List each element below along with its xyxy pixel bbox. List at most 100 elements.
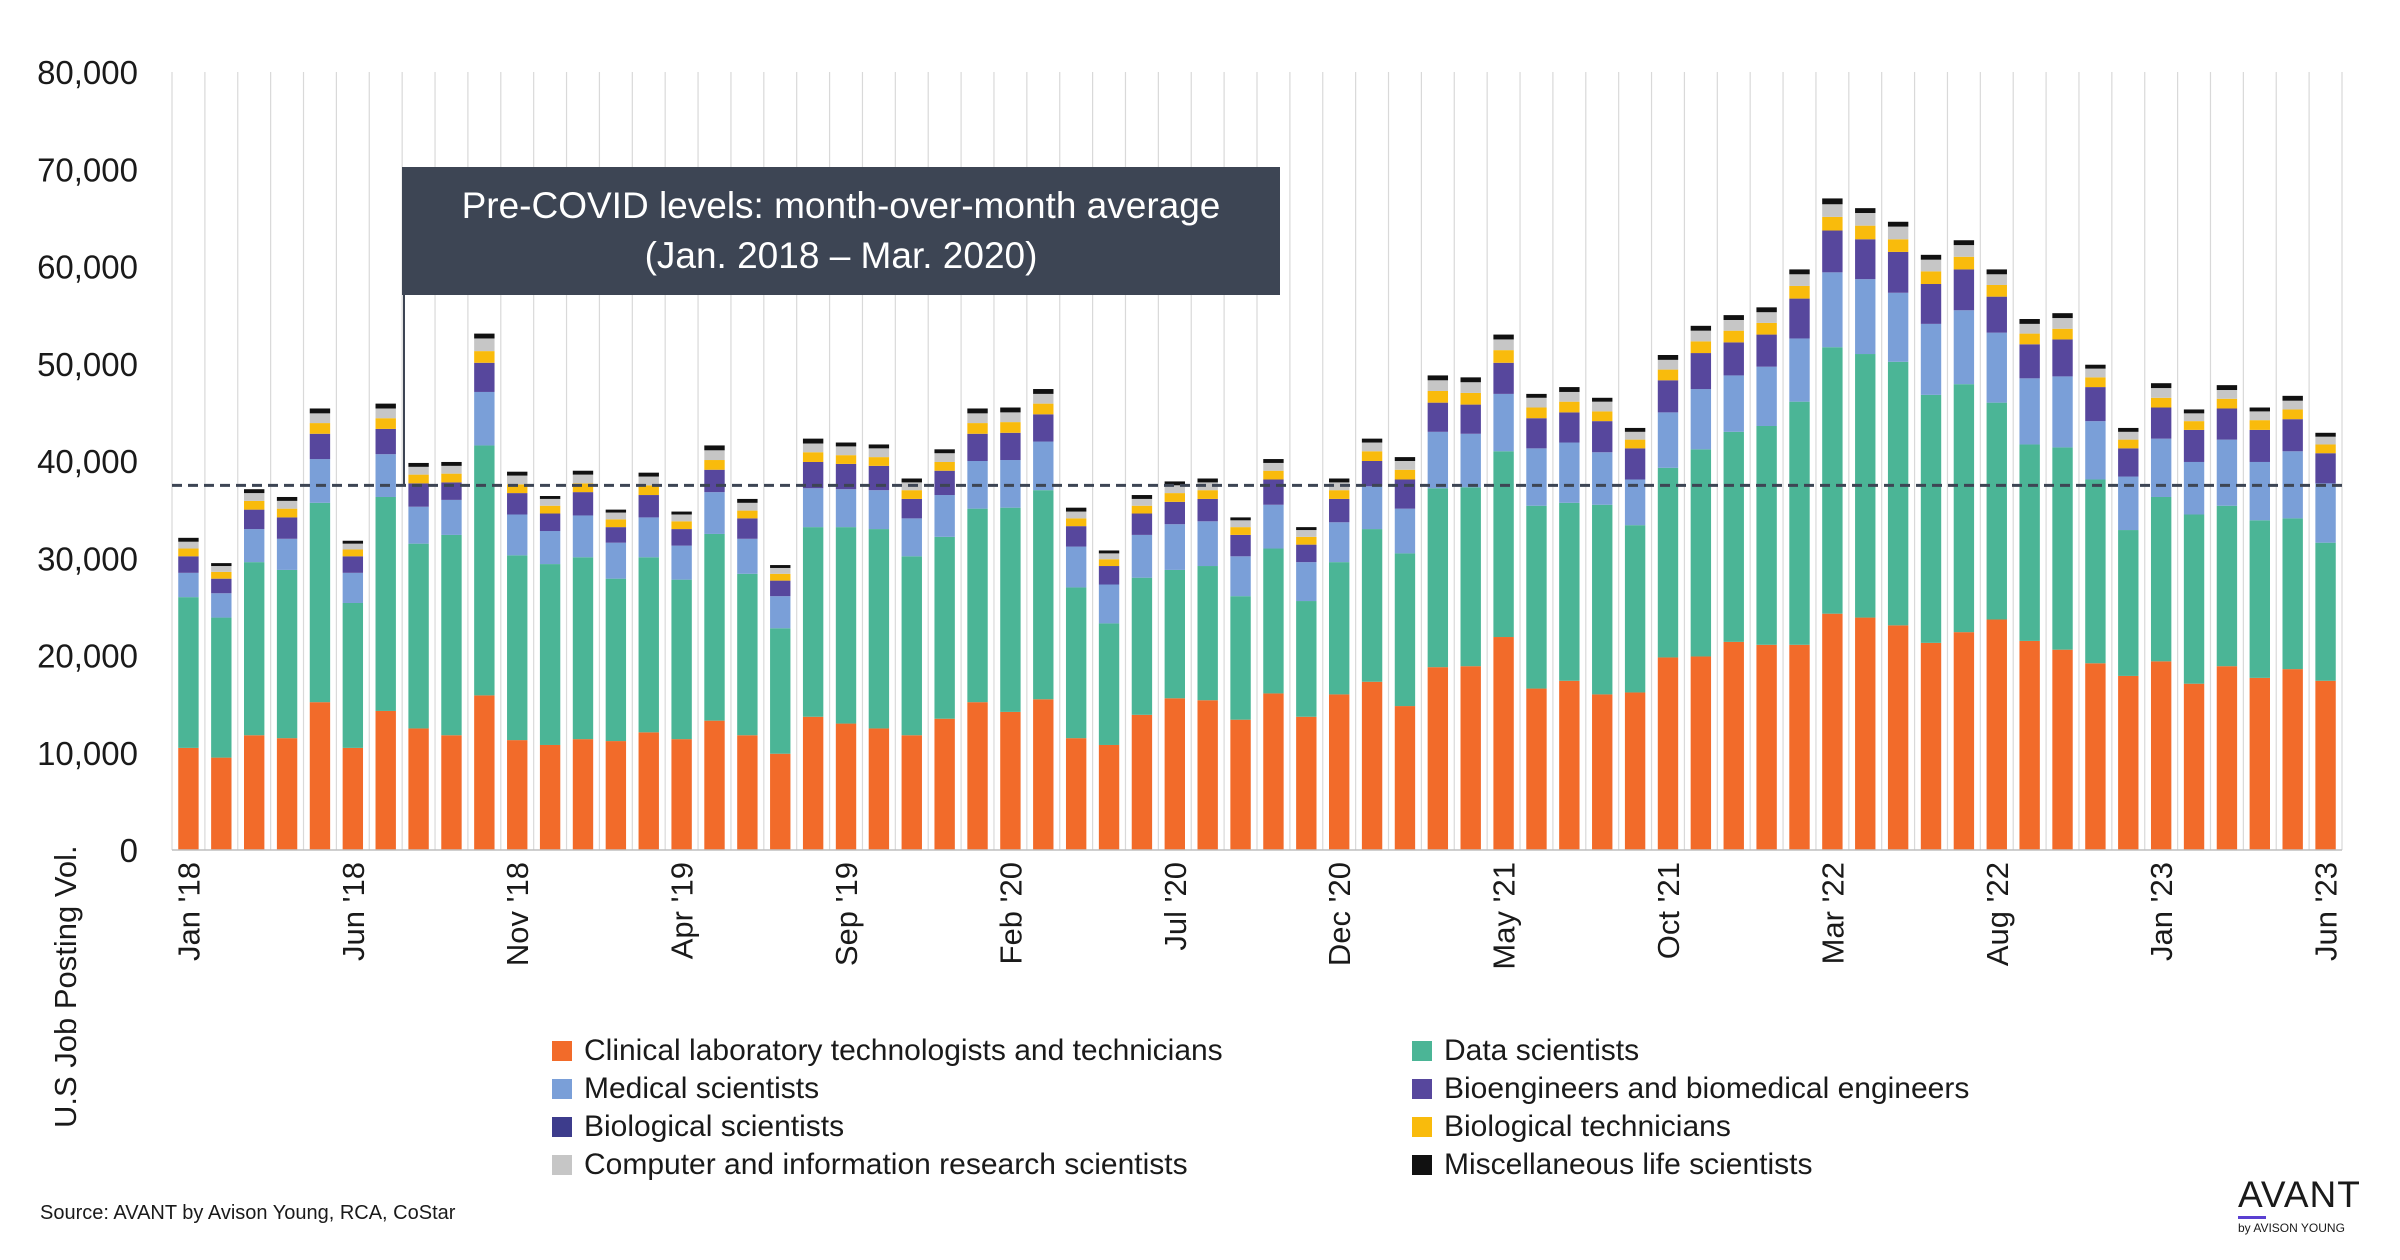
bar-stack bbox=[342, 540, 364, 850]
bar-segment bbox=[244, 489, 265, 494]
bar-stack bbox=[178, 537, 199, 850]
bar-segment bbox=[934, 718, 955, 850]
y-tick-label: 70,000 bbox=[37, 151, 138, 188]
bar-segment bbox=[244, 735, 265, 850]
bar-segment bbox=[1953, 256, 1975, 270]
bar-segment bbox=[835, 489, 857, 528]
bar-segment bbox=[2085, 479, 2106, 664]
bar-segment bbox=[1033, 403, 1054, 415]
bar-stack bbox=[1723, 315, 1744, 850]
bar-segment bbox=[1263, 462, 1284, 471]
bar-segment bbox=[1690, 353, 1712, 390]
bar-segment bbox=[1723, 431, 1744, 642]
legend-swatch bbox=[552, 1079, 572, 1099]
bar-stack bbox=[2183, 409, 2205, 850]
bar-segment bbox=[2249, 407, 2270, 412]
bar-segment bbox=[1690, 389, 1712, 450]
bar-segment bbox=[1065, 511, 1087, 519]
bar-segment bbox=[276, 500, 298, 509]
bar-stack bbox=[802, 438, 824, 850]
bar-segment bbox=[1887, 226, 1909, 240]
bar-segment bbox=[934, 453, 955, 462]
bar-segment bbox=[1394, 508, 1416, 554]
bar-segment bbox=[901, 556, 922, 736]
legend-label: Medical scientists bbox=[584, 1072, 820, 1105]
bar-segment bbox=[2249, 461, 2270, 521]
bar-segment bbox=[1953, 240, 1975, 246]
bar-segment bbox=[1887, 625, 1909, 850]
bar-segment bbox=[507, 740, 528, 850]
bar-stack bbox=[1887, 221, 1909, 850]
bar-segment bbox=[539, 744, 561, 850]
bar-segment bbox=[1723, 330, 1744, 343]
bar-segment bbox=[802, 461, 824, 489]
bar-segment bbox=[671, 514, 692, 522]
bar-stack bbox=[737, 498, 758, 850]
bar-segment bbox=[2052, 328, 2073, 340]
bar-segment bbox=[1263, 459, 1284, 463]
bar-segment bbox=[1164, 481, 1185, 486]
legend-swatch bbox=[1412, 1079, 1432, 1099]
y-axis: 0 10,000 20,000 30,000 40,000 50,000 60,000 70,… bbox=[37, 54, 138, 869]
bar-segment bbox=[1559, 412, 1580, 443]
bar-segment bbox=[1822, 347, 1843, 614]
bar-segment bbox=[1887, 251, 1909, 293]
bar-segment bbox=[178, 572, 199, 598]
bar-segment bbox=[1986, 296, 2007, 333]
bar-segment bbox=[1756, 425, 1777, 645]
bar-stack bbox=[2249, 407, 2270, 850]
bar-segment bbox=[342, 556, 364, 573]
bar-stack bbox=[1098, 550, 1120, 850]
bar-segment bbox=[1460, 377, 1481, 383]
bar-segment bbox=[1526, 407, 1547, 419]
bar-segment bbox=[1361, 451, 1383, 461]
bar-segment bbox=[638, 476, 659, 486]
bar-segment bbox=[1197, 566, 1218, 701]
bar-segment bbox=[802, 488, 824, 528]
bar-segment bbox=[1361, 461, 1383, 487]
bar-segment bbox=[1920, 323, 1942, 395]
bar-segment bbox=[244, 529, 265, 563]
bar-stack bbox=[2019, 319, 2040, 850]
bar-segment bbox=[309, 702, 331, 850]
bar-segment bbox=[211, 757, 232, 850]
bar-segment bbox=[507, 484, 528, 494]
bar-segment bbox=[309, 433, 331, 460]
bar-segment bbox=[638, 732, 659, 850]
bar-segment bbox=[1296, 527, 1317, 531]
bar-segment bbox=[1526, 397, 1547, 408]
bar-segment bbox=[1361, 438, 1383, 443]
x-tick-label: Sep '19 bbox=[829, 862, 864, 966]
bar-segment bbox=[1657, 354, 1679, 360]
bar-stack bbox=[1756, 307, 1777, 850]
bar-segment bbox=[1427, 380, 1449, 391]
bar-segment bbox=[2052, 339, 2073, 377]
bar-segment bbox=[474, 695, 495, 850]
bar-segment bbox=[2315, 453, 2336, 484]
x-tick-label: Feb '20 bbox=[993, 862, 1028, 964]
bar-segment bbox=[1986, 284, 2007, 297]
bar-segment bbox=[1296, 530, 1317, 537]
bar-segment bbox=[178, 556, 199, 573]
bar-segment bbox=[408, 483, 429, 507]
bar-segment bbox=[1329, 478, 1350, 483]
bar-segment bbox=[1296, 544, 1317, 563]
bar-stack bbox=[934, 449, 955, 850]
bar-segment bbox=[1657, 369, 1679, 381]
bar-segment bbox=[1559, 502, 1580, 681]
bar-segment bbox=[1822, 216, 1843, 231]
bar-segment bbox=[1460, 666, 1481, 850]
bar-segment bbox=[605, 578, 627, 742]
bar-segment bbox=[638, 495, 659, 518]
bar-segment bbox=[375, 454, 396, 497]
legend-label: Computer and information research scient… bbox=[584, 1148, 1188, 1181]
bar-segment bbox=[737, 538, 758, 574]
bar-segment bbox=[507, 475, 528, 485]
legend-swatch bbox=[1412, 1155, 1432, 1175]
bar-segment bbox=[1033, 389, 1054, 394]
legend-label: Data scientists bbox=[1444, 1034, 1640, 1067]
bar-segment bbox=[211, 571, 232, 579]
bar-segment bbox=[572, 492, 594, 516]
bar-segment bbox=[1164, 698, 1185, 850]
bar-segment bbox=[671, 545, 692, 580]
